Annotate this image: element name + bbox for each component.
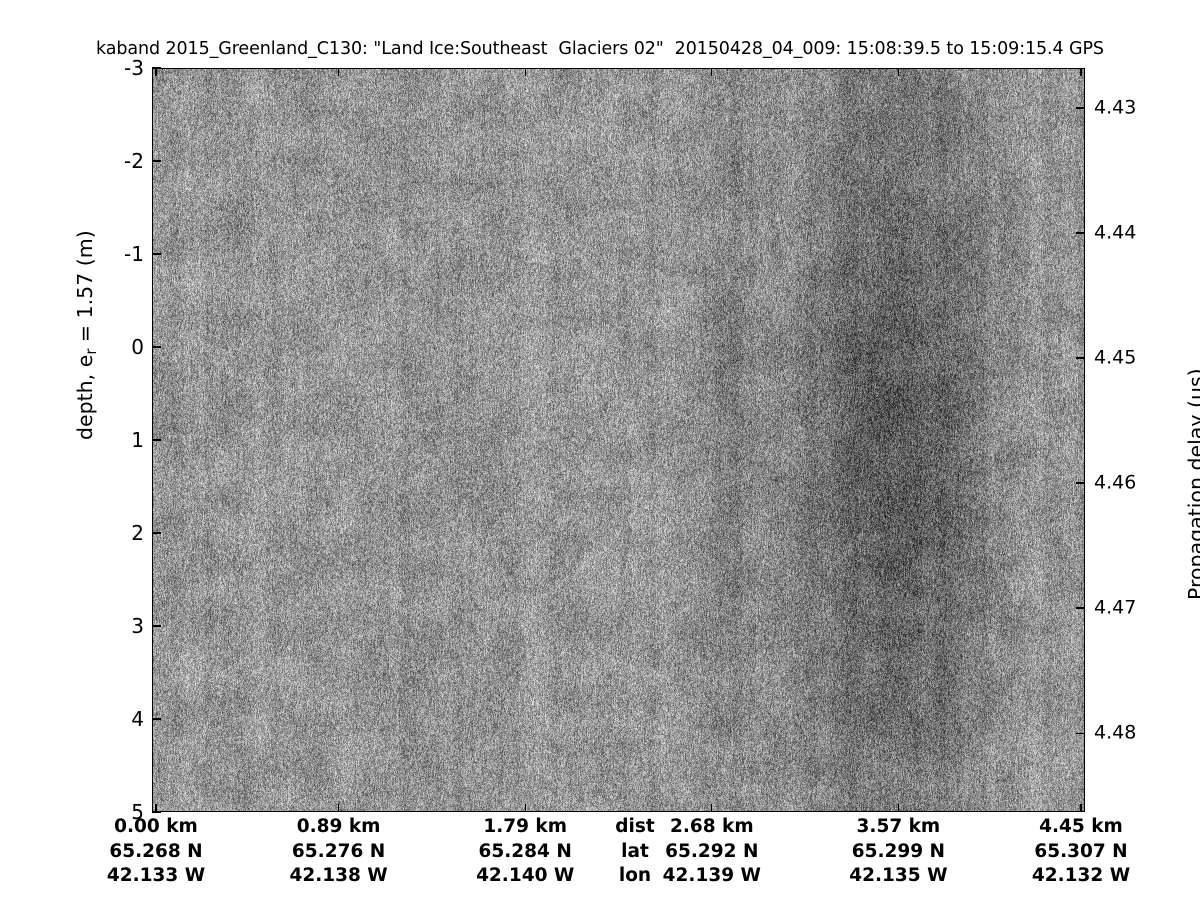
x-tick-label-lon: 42.133 W [106,865,206,886]
x-tick-label-dist: 2.68 km [669,816,754,837]
x-tick-label-dist: 0.00 km [114,816,198,837]
x-tick-bottom [711,804,713,812]
x-tick-top [524,68,526,76]
y-tick-label-left: -3 [124,56,144,80]
x-tick-bottom [897,804,900,812]
x-tick-label-dist: 3.57 km [856,816,941,837]
x-tick-label-dist: 4.45 km [1039,816,1123,837]
x-tick-label-lat: 65.284 N [478,840,572,862]
y-tick-label-left: -2 [124,149,144,173]
y-tick-right [1076,732,1085,734]
x-tick-top [711,68,713,76]
y-tick-right [1076,607,1085,609]
x-tick-label-column: 0.89 km 65.276 N 42.138 W [229,815,449,889]
left-axis-title-suffix: = 1.57 (m) [73,230,97,349]
x-tick-top [1080,68,1082,76]
x-tick-bottom [155,804,157,812]
x-tick-label-lat: 65.307 N [1034,840,1128,862]
x-tick-label-column: 3.57 km 65.299 N 42.135 W [788,815,1008,889]
x-tick-label-lon: 42.135 W [849,865,948,886]
y-tick-label-right: 4.46 [1094,471,1137,494]
x-tick-label-column: 1.79 km 65.284 N 42.140 W [415,815,635,889]
y-tick-right [1076,482,1085,484]
y-tick-label-left: 3 [131,614,144,638]
x-row-label-lat: lat [621,840,649,862]
y-tick-left [152,253,161,255]
y-tick-label-left: 5 [131,800,144,824]
x-tick-label-dist: 0.89 km [296,816,381,837]
left-axis-title-subscript: r [83,348,101,355]
y-tick-label-right: 4.48 [1094,721,1137,744]
x-axis-row-labels: dist lat lon [590,815,680,889]
y-tick-label-left: -1 [124,242,144,266]
y-tick-left [152,67,161,69]
y-tick-right [1076,357,1085,359]
right-axis-title-text: Propagation delay (us) [1184,368,1200,600]
y-tick-left [152,346,161,348]
figure-title: kaband 2015_Greenland_C130: "Land Ice:So… [96,39,1104,59]
x-tick-top [155,68,157,76]
x-tick-top [897,68,900,76]
y-tick-left [152,625,161,627]
x-tick-bottom [524,804,526,812]
x-tick-bottom [337,804,340,812]
x-tick-label-column: 0.00 km 65.268 N 42.133 W [46,815,266,889]
y-tick-label-right: 4.44 [1094,221,1137,244]
x-tick-label-column: 2.68 km 65.292 N 42.139 W [602,815,822,889]
y-tick-label-left: 2 [131,521,144,545]
x-tick-label-dist: 1.79 km [483,816,568,837]
x-tick-label-column: 4.45 km 65.307 N 42.132 W [971,815,1191,889]
x-tick-bottom [1080,804,1082,812]
x-tick-label-lon: 42.138 W [289,865,388,886]
x-tick-label-lon: 42.140 W [476,865,575,886]
echogram-image [153,69,1084,811]
y-tick-left [152,718,161,720]
y-tick-left [152,532,161,534]
x-tick-label-lat: 65.292 N [665,840,759,862]
x-tick-label-lon: 42.139 W [662,865,761,886]
y-tick-label-left: 1 [131,428,144,452]
x-tick-label-lat: 65.299 N [851,840,946,862]
x-tick-label-lon: 42.132 W [1031,865,1131,886]
echogram-plot-area[interactable] [152,68,1085,812]
y-tick-right [1076,232,1085,234]
x-tick-label-lat: 65.268 N [109,840,203,862]
y-tick-label-right: 4.47 [1094,596,1137,619]
y-tick-label-left: 4 [131,707,144,731]
x-row-label-lon: lon [618,865,652,886]
x-tick-top [337,68,340,76]
y-tick-label-left: 0 [131,335,144,359]
y-tick-right [1076,107,1085,109]
x-tick-label-lat: 65.276 N [291,840,386,862]
y-tick-label-right: 4.45 [1094,346,1137,369]
left-axis-title-prefix: depth, e [73,354,97,440]
y-tick-left [152,160,161,162]
y-tick-label-right: 4.43 [1094,96,1137,119]
y-tick-left [152,439,161,441]
x-row-label-dist: dist [615,816,655,837]
